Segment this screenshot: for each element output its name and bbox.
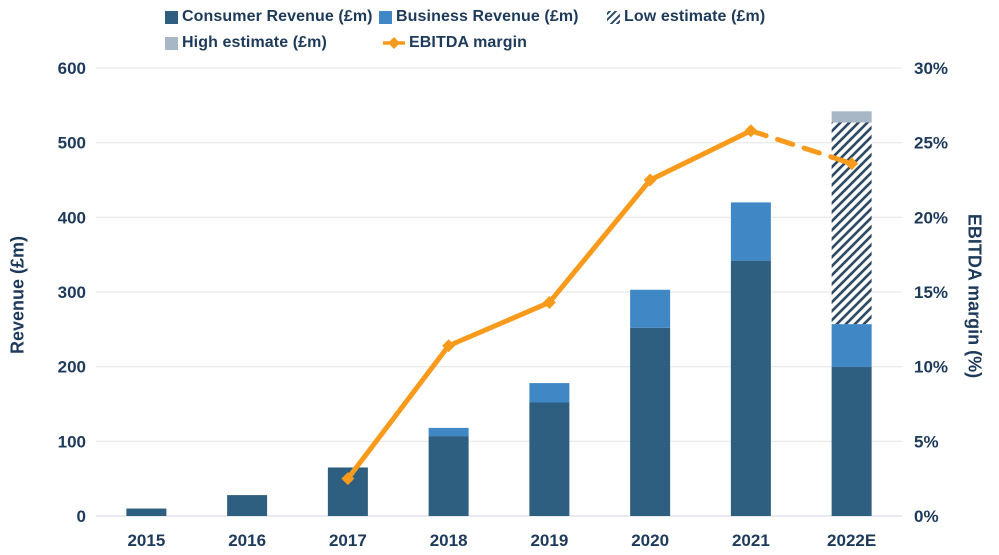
bar-segment-business-2020 (630, 289, 671, 328)
x-axis-label: 2016 (228, 531, 266, 550)
right-axis-tick: 20% (914, 208, 948, 227)
legend-item-business: Business Revenue (£m) (379, 7, 579, 27)
bar-segment-high-2022E (831, 111, 872, 123)
business-swatch-icon (379, 10, 392, 24)
bar-segment-consumer-2020 (630, 327, 671, 516)
ebitda-marker-icon (383, 36, 405, 49)
legend-label: Business Revenue (£m) (396, 8, 579, 25)
left-axis-tick: 100 (58, 432, 86, 451)
x-axis-label: 2015 (127, 531, 165, 550)
bar-segment-consumer-2016 (227, 495, 268, 516)
left-axis-tick: 300 (58, 283, 86, 302)
consumer-swatch-icon (165, 10, 178, 24)
bar-segment-business-2022E (831, 324, 872, 367)
ebitda-marker-2022E (845, 157, 859, 171)
right-axis-tick: 5% (914, 432, 939, 451)
legend-item-low-estimate: Low estimate (£m) (607, 7, 765, 27)
x-axis-label: 2017 (329, 531, 367, 550)
right-axis-tick: 10% (914, 358, 948, 377)
ebitda-marker-2019 (542, 295, 556, 309)
bar-segment-consumer-2015 (126, 508, 167, 516)
ebitda-marker-2021 (744, 124, 758, 138)
right-axis-tick: 25% (914, 134, 948, 153)
high-estimate-swatch-icon (165, 36, 178, 50)
left-axis-tick: 0 (77, 507, 86, 526)
bar-segment-consumer-2022E (831, 366, 872, 516)
bar-segment-consumer-2021 (730, 260, 771, 516)
hatch-swatch-icon (607, 10, 620, 24)
right-axis-tick: 15% (914, 283, 948, 302)
legend-item-high-estimate: High estimate (£m) (165, 33, 327, 53)
left-axis-tick: 600 (58, 59, 86, 78)
left-axis-tick: 200 (58, 358, 86, 377)
legend-item-consumer: Consumer Revenue (£m) (165, 7, 373, 27)
left-axis-tick: 500 (58, 134, 86, 153)
x-axis-label: 2018 (430, 531, 468, 550)
x-axis-label: 2019 (530, 531, 568, 550)
bar-segment-consumer-2019 (529, 402, 570, 516)
bar-segment-business-2018 (428, 427, 469, 437)
right-axis-tick: 0% (914, 507, 939, 526)
ebitda-marker-2017 (341, 472, 355, 486)
bar-segment-low-estimate-2022E (831, 122, 872, 325)
x-axis-label: 2020 (631, 531, 669, 550)
bar-segment-consumer-2018 (428, 436, 469, 516)
left-axis-tick: 400 (58, 208, 86, 227)
legend-item-ebitda: EBITDA margin (383, 33, 527, 53)
bar-segment-business-2019 (529, 383, 570, 403)
bar-segment-business-2021 (730, 202, 771, 261)
x-axis-label: 2022E (827, 531, 876, 550)
right-axis-tick: 30% (914, 59, 948, 78)
legend-label: Consumer Revenue (£m) (182, 8, 373, 25)
legend-label: Low estimate (£m) (624, 8, 766, 25)
legend-label: High estimate (£m) (182, 34, 327, 51)
ebitda-marker-2018 (442, 339, 456, 353)
ebitda-marker-2020 (643, 173, 657, 187)
ebitda-line-dashed (748, 128, 855, 167)
x-axis-label: 2021 (732, 531, 770, 550)
legend-label: EBITDA margin (409, 34, 528, 51)
